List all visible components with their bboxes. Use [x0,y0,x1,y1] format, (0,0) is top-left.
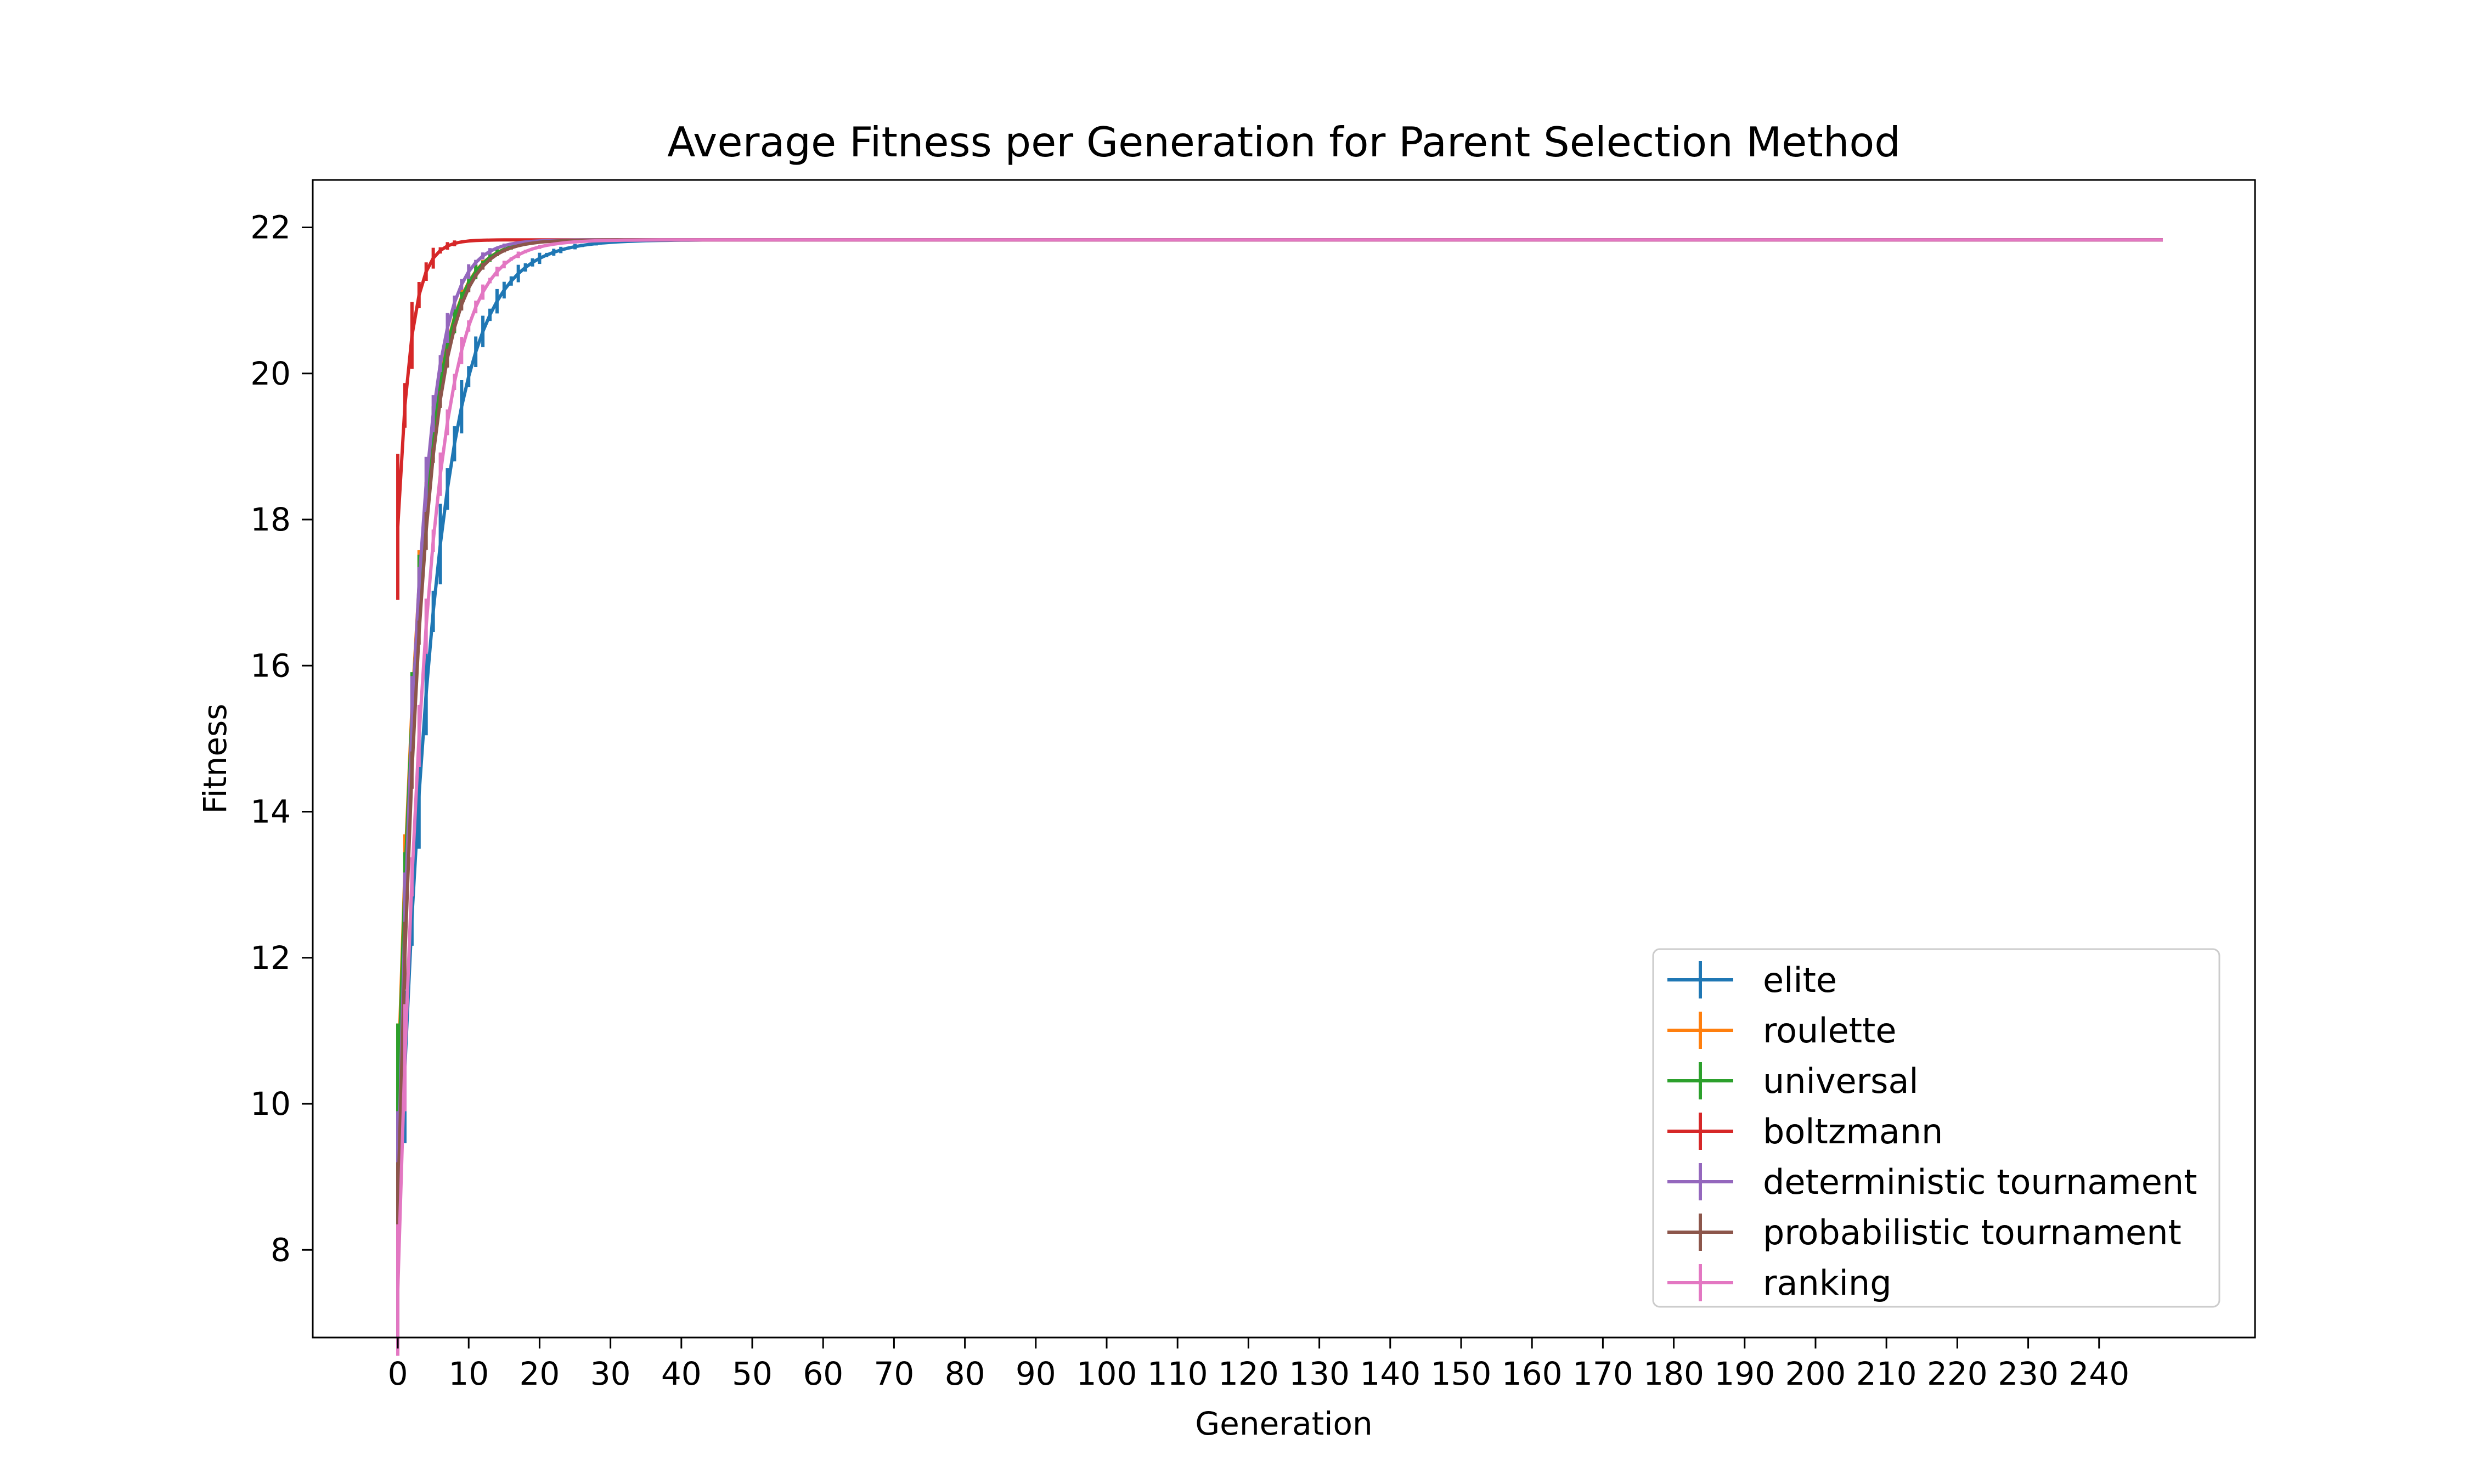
x-axis-label: Generation [1195,1405,1373,1442]
x-tick-label: 120 [1218,1355,1279,1392]
x-tick-label: 200 [1785,1355,1846,1392]
x-tick-label: 170 [1572,1355,1633,1392]
y-tick-label: 8 [270,1231,291,1268]
y-tick-label: 20 [250,355,291,392]
x-tick-label: 90 [1016,1355,1056,1392]
x-tick-label: 210 [1856,1355,1917,1392]
y-tick-label: 22 [250,209,291,246]
chart-title: Average Fitness per Generation for Paren… [667,118,1901,166]
x-tick-label: 160 [1502,1355,1563,1392]
legend-box [1652,948,2220,1308]
legend-item: boltzmann [1667,1111,1943,1152]
y-axis-label: Fitness [196,704,234,814]
legend-item: probabilistic tournament [1667,1212,2181,1252]
x-tick-label: 240 [2068,1355,2129,1392]
legend-item: ranking [1667,1263,1892,1303]
legend-label: boltzmann [1763,1111,1943,1152]
x-tick-label: 230 [1998,1355,2059,1392]
x-tick-label: 150 [1431,1355,1492,1392]
x-tick-label: 180 [1643,1355,1704,1392]
x-tick-label: 0 [388,1355,408,1392]
x-tick-label: 130 [1289,1355,1350,1392]
y-tick-label: 10 [250,1085,291,1122]
series-boltzmann [396,238,2163,600]
legend-label: probabilistic tournament [1763,1212,2181,1252]
legend-label: universal [1763,1061,1919,1101]
ticks-layer: 0 10 20 30 40 50 60 70 80 90 100 110 120 130 140 150 160… [250,209,2129,1392]
series-ranking [396,238,2163,1356]
x-tick-label: 40 [661,1355,702,1392]
legend-item: roulette [1667,1011,1897,1051]
x-tick-label: 30 [590,1355,631,1392]
legend-label: elite [1763,960,1837,1000]
series-line [396,238,2163,527]
x-tick-label: 100 [1076,1355,1137,1392]
x-tick-label: 110 [1147,1355,1208,1392]
y-tick-label: 18 [250,501,291,538]
series-line [396,238,2163,1290]
y-tick-label: 12 [250,939,291,977]
x-tick-label: 140 [1360,1355,1420,1392]
x-tick-label: 70 [874,1355,915,1392]
x-tick-label: 60 [803,1355,843,1392]
legend-label: ranking [1763,1263,1892,1303]
y-tick-label: 14 [250,793,291,831]
x-tick-label: 50 [732,1355,773,1392]
legend-label: deterministic tournament [1763,1162,2197,1202]
x-tick-label: 10 [448,1355,489,1392]
legend: elite roulette universal boltzmann determini… [1652,948,2220,1308]
legend-label: roulette [1763,1011,1897,1051]
x-tick-label: 20 [520,1355,560,1392]
legend-item: universal [1667,1061,1919,1101]
x-tick-label: 220 [1927,1355,1988,1392]
y-tick-label: 16 [250,647,291,684]
series-layer [396,238,2163,1356]
x-tick-label: 80 [945,1355,985,1392]
plot-frame [312,179,2256,1339]
legend-item: deterministic tournament [1667,1162,2197,1202]
x-tick-label: 190 [1714,1355,1775,1392]
legend-item: elite [1667,960,1837,1000]
